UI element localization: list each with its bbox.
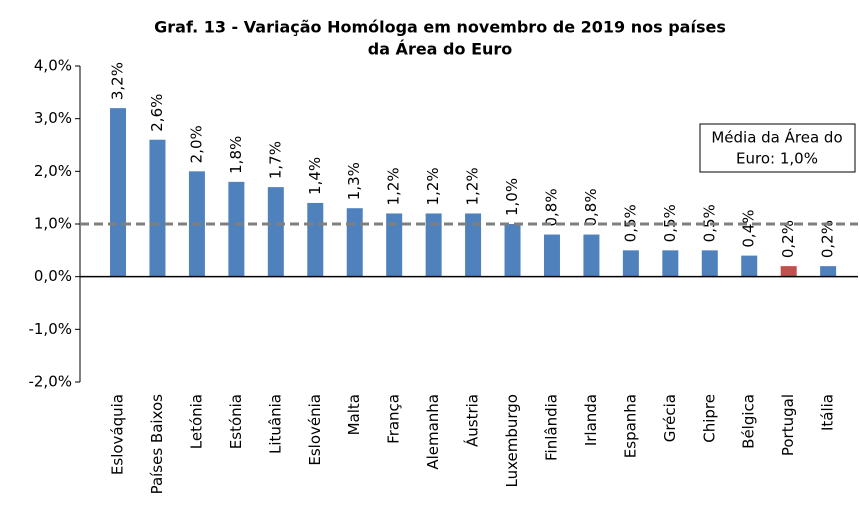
bar [543,234,560,277]
bar [267,187,284,277]
value-label: 3,2% [109,62,127,100]
value-label: 0,2% [779,220,797,258]
value-label: 0,5% [700,204,718,242]
value-label: 1,8% [227,136,245,174]
x-tick-label: Luxemburgo [503,394,521,488]
value-label: 1,4% [306,157,324,195]
value-label: 1,7% [266,141,284,179]
y-tick-label: -2,0% [28,373,72,391]
value-label: 2,0% [187,125,205,163]
value-label: 0,8% [542,188,560,226]
y-tick-label: 1,0% [34,215,72,233]
x-tick-label: Grécia [661,394,679,442]
bar [622,250,639,277]
bar [307,202,324,277]
x-tick-label: Países Baixos [148,394,166,495]
y-tick-label: 3,0% [34,109,72,127]
y-tick-label: 0,0% [34,267,72,285]
y-tick-label: 2,0% [34,162,72,180]
value-label: 1,2% [464,167,482,205]
bar [110,108,127,277]
x-tick-label: Chipre [700,394,718,443]
x-tick-label: Letónia [187,394,205,449]
value-label: 2,6% [148,94,166,132]
annotation-box [699,123,856,173]
annotation: Euro: 1,0% [736,150,818,168]
bar [504,224,521,277]
x-tick-label: Finlândia [542,394,560,461]
bar [820,266,837,277]
x-tick-label: Estónia [227,394,245,449]
bar [149,139,166,277]
value-label: 1,3% [345,162,363,200]
x-tick-label: Lituânia [266,394,284,454]
bar [741,255,758,277]
bar [701,250,718,277]
bar [662,250,679,277]
x-tick-label: França [385,394,403,444]
value-label: 1,2% [424,167,442,205]
x-tick-label: Eslováquia [109,394,127,475]
bar [425,213,442,277]
x-tick-label: Eslovénia [306,394,324,466]
value-label: 0,8% [582,188,600,226]
value-label: 1,2% [385,167,403,205]
chart-title: da Área do Euro [368,40,513,59]
bar [346,208,363,277]
x-tick-label: Irlanda [582,394,600,446]
annotation: Média da Área do [711,128,842,147]
value-label: 0,2% [819,220,837,258]
y-tick-label: 4,0% [34,57,72,75]
x-tick-label: Itália [819,394,837,431]
bar [228,181,245,277]
y-tick-label: -1,0% [28,320,72,338]
value-label: 1,0% [503,178,521,216]
bar [465,213,482,277]
x-tick-label: Bélgica [740,394,758,449]
chart-title: Graf. 13 - Variação Homóloga em novembro… [154,18,726,37]
x-tick-label: Espanha [621,394,639,458]
bar [583,234,600,277]
bar [386,213,403,277]
bar [780,266,797,277]
x-tick-label: Portugal [779,394,797,456]
value-label: 0,4% [740,209,758,247]
x-tick-label: Alemanha [424,394,442,470]
x-tick-label: Áustria [463,394,482,447]
x-tick-label: Malta [345,394,363,435]
